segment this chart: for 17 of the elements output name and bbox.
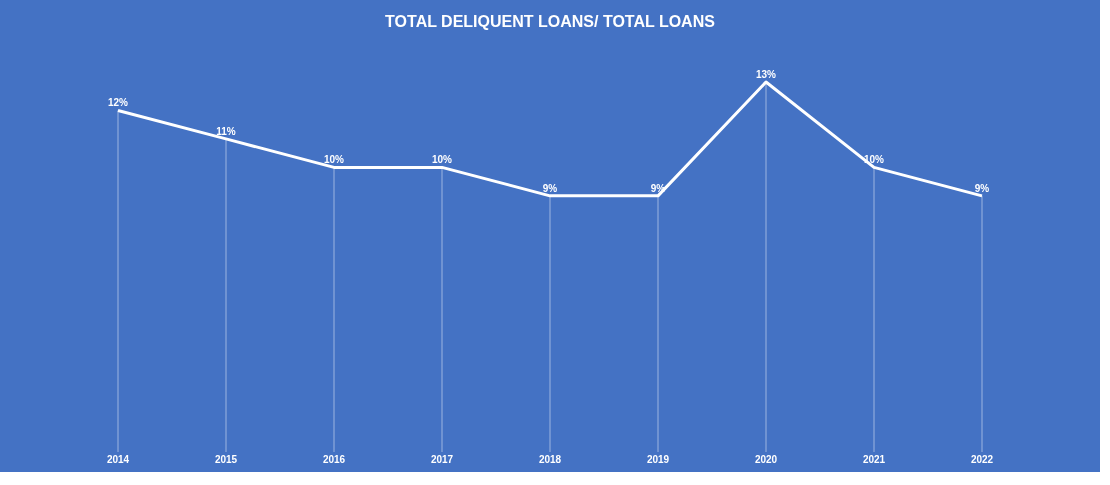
x-tick-label: 2014 <box>106 453 130 465</box>
data-label: 12% <box>107 97 129 109</box>
data-label: 10% <box>323 154 345 166</box>
data-label: 9% <box>974 182 990 194</box>
data-label: 13% <box>755 69 777 80</box>
x-tick-label: 2018 <box>538 453 562 465</box>
x-tick-label: 2020 <box>754 453 778 465</box>
data-label: 10% <box>431 154 453 166</box>
x-tick-label: 2021 <box>862 453 886 465</box>
x-tick-label: 2017 <box>430 453 454 465</box>
x-tick-label: 2015 <box>214 453 238 465</box>
x-tick-label: 2022 <box>970 453 994 465</box>
data-label: 11% <box>216 125 236 137</box>
x-tick-label: 2016 <box>322 453 346 465</box>
data-label: 9% <box>542 182 558 194</box>
chart-title: TOTAL DELIQUENT LOANS/ TOTAL LOANS <box>385 13 716 30</box>
x-tick-label: 2019 <box>646 453 670 465</box>
